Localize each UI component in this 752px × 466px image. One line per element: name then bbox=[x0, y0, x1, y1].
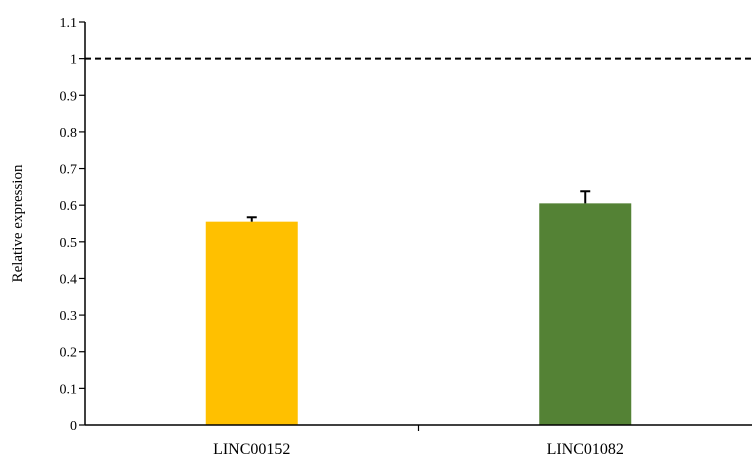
y-tick-label: 0.1 bbox=[60, 382, 78, 397]
y-axis-title: Relative expression bbox=[10, 164, 26, 282]
x-category-label: LINC00152 bbox=[213, 441, 290, 458]
y-tick-label: 0.7 bbox=[60, 163, 78, 178]
y-tick-label: 0.9 bbox=[60, 89, 78, 104]
y-tick-label: 0.3 bbox=[60, 309, 78, 324]
bar-linc01082 bbox=[539, 203, 632, 425]
x-category-label: LINC01082 bbox=[547, 441, 624, 458]
y-tick-label: 1.1 bbox=[60, 16, 78, 31]
y-tick-label: 0.2 bbox=[60, 346, 78, 361]
y-tick-label: 0 bbox=[70, 419, 77, 434]
y-axis-ticks: 0 0.1 0.2 0.3 0.4 0.5 0.6 0.7 0.8 0.9 1 1.1 bbox=[60, 16, 85, 434]
y-tick-label: 0.4 bbox=[60, 272, 78, 287]
y-tick-label: 0.5 bbox=[60, 236, 78, 251]
bar-linc00152 bbox=[205, 221, 298, 425]
bars bbox=[205, 190, 632, 425]
y-tick-label: 0.8 bbox=[60, 126, 78, 141]
y-tick-label: 0.6 bbox=[60, 199, 78, 214]
y-tick-label: 1 bbox=[70, 53, 77, 68]
x-axis-categories: LINC00152 LINC01082 bbox=[213, 425, 624, 458]
